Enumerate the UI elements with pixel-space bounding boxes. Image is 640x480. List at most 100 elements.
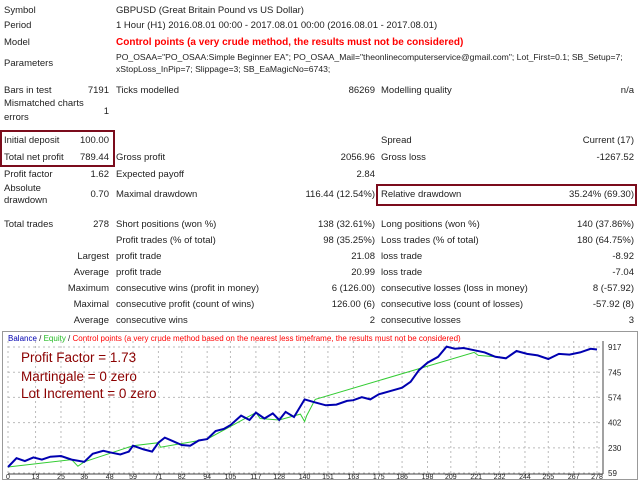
x-tick-label: 105 [225, 474, 237, 479]
y-tick-label: 917 [608, 343, 622, 352]
x-tick-label: 48 [106, 474, 114, 479]
spread-label: Spread [381, 135, 412, 146]
gross-loss-value: -1267.52 [596, 152, 634, 163]
largest-loss-value: -8.92 [612, 251, 634, 262]
max-wins-value: 6 (126.00) [331, 283, 375, 294]
x-tick-label: 175 [373, 474, 385, 479]
maximal-profit-value: 126.00 (6) [331, 299, 375, 310]
mismatch-label-1: Mismatched charts [4, 98, 84, 109]
profit-trades-value: 98 (35.25%) [323, 235, 375, 246]
period-value: 1 Hour (H1) 2016.08.01 00:00 - 2017.08.0… [116, 20, 438, 31]
largest-profit-label: profit trade [116, 251, 162, 262]
short-label: Short positions (won %) [116, 219, 217, 230]
x-tick-label: 209 [445, 474, 457, 479]
mismatch-label-2: errors [4, 112, 29, 123]
x-tick-label: 244 [519, 474, 531, 479]
total-trades-value: 278 [93, 219, 109, 230]
abs-dd-label-1: Absolute [4, 183, 41, 194]
spread-value: Current (17) [582, 135, 634, 146]
ticks-label: Ticks modelled [116, 85, 180, 96]
x-tick-label: 255 [542, 474, 554, 479]
x-tick-label: 59 [129, 474, 137, 479]
maximal-profit-label: consecutive profit (count of wins) [116, 299, 255, 310]
expected-payoff-value: 2.84 [356, 169, 376, 180]
avg-consec-label: Average [73, 315, 109, 326]
max-losses-label: consecutive losses (loss in money) [381, 283, 528, 294]
y-tick-label: 59 [608, 469, 617, 478]
long-value: 140 (37.86%) [576, 219, 634, 230]
legend-equity: Equity [43, 334, 66, 343]
highlight-box-deposit-profit [0, 130, 115, 167]
max-losses-value: 8 (-57.92) [592, 283, 634, 294]
legend-separator: / [65, 334, 73, 343]
initial-deposit-label: Initial deposit [4, 135, 60, 146]
x-tick-label: 13 [32, 474, 40, 479]
average-loss-value: -7.04 [612, 267, 634, 278]
maximal-loss-value: -57.92 (8) [592, 299, 634, 310]
average-profit-value: 20.99 [351, 267, 375, 278]
x-tick-label: 267 [568, 474, 580, 479]
chart-legend: Balance / Equity / Control points (a ver… [8, 334, 461, 343]
legend-balance: Balance [8, 334, 37, 343]
average-loss-label: loss trade [381, 267, 423, 278]
highlight-box-relative-drawdown [376, 184, 637, 206]
symbol-label: Symbol [4, 5, 36, 16]
avg-losses-label: consecutive losses [381, 315, 461, 326]
total-trades-label: Total trades [4, 219, 54, 230]
x-tick-label: 128 [273, 474, 285, 479]
x-tick-label: 25 [57, 474, 65, 479]
x-tick-label: 82 [178, 474, 186, 479]
rel-dd-value: 35.24% (69.30) [569, 189, 634, 200]
ticks-value: 86269 [348, 85, 375, 96]
bars-value: 7191 [87, 85, 109, 96]
net-profit-value: 789.44 [79, 152, 109, 163]
profit-factor-label: Profit factor [4, 169, 53, 180]
profit-trades-label: Profit trades (% of total) [116, 235, 216, 246]
loss-trades-value: 180 (64.75%) [576, 235, 634, 246]
profit-factor-value: 1.62 [90, 169, 110, 180]
y-tick-label: 402 [608, 419, 622, 428]
gross-loss-label: Gross loss [381, 152, 426, 163]
gross-profit-label: Gross profit [116, 152, 166, 163]
average-profit-label: profit trade [116, 267, 162, 278]
net-profit-label: Total net profit [4, 152, 64, 163]
loss-trades-label: Loss trades (% of total) [381, 235, 479, 246]
chart-plot: 59 230 402 574 745 917 0 13 25 36 48 59 71 82 94 105 117… [6, 341, 622, 479]
balance-chart: Balance / Equity / Control points (a ver… [2, 331, 638, 480]
x-tick-label: 163 [348, 474, 360, 479]
mismatch-value: 1 [103, 106, 109, 117]
x-tick-label: 94 [203, 474, 211, 479]
abs-dd-value: 0.70 [90, 189, 110, 200]
max-dd-value: 116.44 (12.54%) [305, 189, 375, 200]
initial-deposit-value: 100.00 [79, 135, 109, 146]
y-tick-label: 230 [608, 444, 622, 453]
max-wins-label: consecutive wins (profit in money) [116, 283, 260, 294]
quality-label: Modelling quality [381, 85, 452, 96]
long-label: Long positions (won %) [381, 219, 480, 230]
maximal-loss-label: consecutive loss (count of losses) [381, 299, 524, 310]
expected-payoff-label: Expected payoff [116, 169, 184, 180]
x-tick-label: 198 [422, 474, 434, 479]
x-tick-label: 117 [250, 474, 261, 479]
avg-wins-value: 2 [369, 315, 375, 326]
short-value: 138 (32.61%) [317, 219, 375, 230]
largest-label: Largest [77, 251, 109, 262]
max-dd-label: Maximal drawdown [116, 189, 198, 200]
maximum-label: Maximum [67, 283, 109, 294]
x-tick-label: 232 [494, 474, 506, 479]
legend-separator: / [36, 334, 44, 343]
quality-value: n/a [620, 85, 634, 96]
y-tick-label: 745 [608, 368, 622, 377]
period-label: Period [4, 20, 32, 31]
parameters-label: Parameters [4, 58, 54, 69]
legend-note: Control points (a very crude method base… [72, 334, 461, 343]
largest-profit-value: 21.08 [351, 251, 375, 262]
x-tick-label: 36 [80, 474, 88, 479]
overlay-profit-factor: Profit Factor = 1.73 [21, 350, 137, 365]
symbol-value: GBPUSD (Great Britain Pound vs US Dollar… [116, 5, 304, 16]
model-value: Control points (a very crude method, the… [116, 37, 464, 48]
avg-losses-value: 3 [628, 315, 634, 326]
x-tick-label: 0 [6, 474, 10, 479]
y-tick-label: 574 [608, 393, 622, 402]
largest-loss-label: loss trade [381, 251, 423, 262]
